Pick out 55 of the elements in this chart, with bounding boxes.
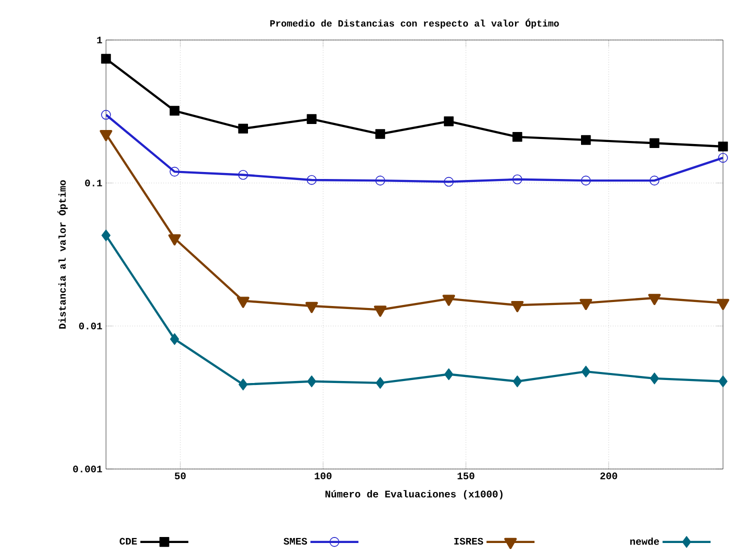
x-axis-title: Número de Evaluaciones (x1000) xyxy=(325,490,502,500)
x-tick-label: 100 xyxy=(314,472,332,480)
point xyxy=(512,132,522,142)
point xyxy=(238,170,248,180)
y-axis-title: Distancia al valor Óptimo xyxy=(57,180,68,329)
y-tick-label: 0.01 xyxy=(79,322,102,330)
point xyxy=(716,298,730,310)
point xyxy=(650,372,659,384)
point xyxy=(376,377,385,389)
point xyxy=(581,176,591,186)
point xyxy=(442,294,456,306)
point xyxy=(648,294,661,306)
point xyxy=(170,106,180,116)
point xyxy=(100,130,112,142)
point xyxy=(444,176,454,187)
legend-label: ISRES xyxy=(454,538,484,545)
y-tick-label: 0.1 xyxy=(85,180,102,186)
point xyxy=(444,116,454,126)
point xyxy=(718,152,728,163)
legend-label: newde xyxy=(630,538,660,545)
point xyxy=(512,376,522,388)
point xyxy=(512,174,522,184)
point xyxy=(101,54,111,64)
point xyxy=(374,306,386,317)
point xyxy=(238,124,248,134)
point xyxy=(650,138,660,148)
x-tick-label: 200 xyxy=(600,472,618,480)
y-tick-label: 1 xyxy=(97,36,102,44)
point xyxy=(650,176,660,186)
point xyxy=(170,333,180,345)
point xyxy=(444,368,454,380)
x-tick-label: 150 xyxy=(458,472,474,480)
point xyxy=(306,175,317,185)
point xyxy=(238,378,248,390)
chart-title: Promedio de Distancias con respecto al valor Óptimo xyxy=(270,18,559,29)
point xyxy=(168,234,181,246)
point xyxy=(375,129,386,139)
point xyxy=(307,376,316,388)
x-tick-label: 50 xyxy=(174,472,186,480)
point xyxy=(718,142,728,152)
point xyxy=(580,298,592,310)
point xyxy=(718,376,728,388)
point xyxy=(305,302,318,314)
y-tick-label: 0.001 xyxy=(73,466,102,472)
point xyxy=(375,176,386,186)
legend-label: CDE xyxy=(120,538,137,545)
legend-label: SMES xyxy=(284,538,308,545)
point xyxy=(306,114,317,124)
point xyxy=(581,135,591,145)
point xyxy=(170,166,180,177)
point xyxy=(581,366,590,378)
point xyxy=(236,296,250,308)
point xyxy=(101,110,111,120)
point xyxy=(511,301,524,312)
point xyxy=(101,230,111,242)
